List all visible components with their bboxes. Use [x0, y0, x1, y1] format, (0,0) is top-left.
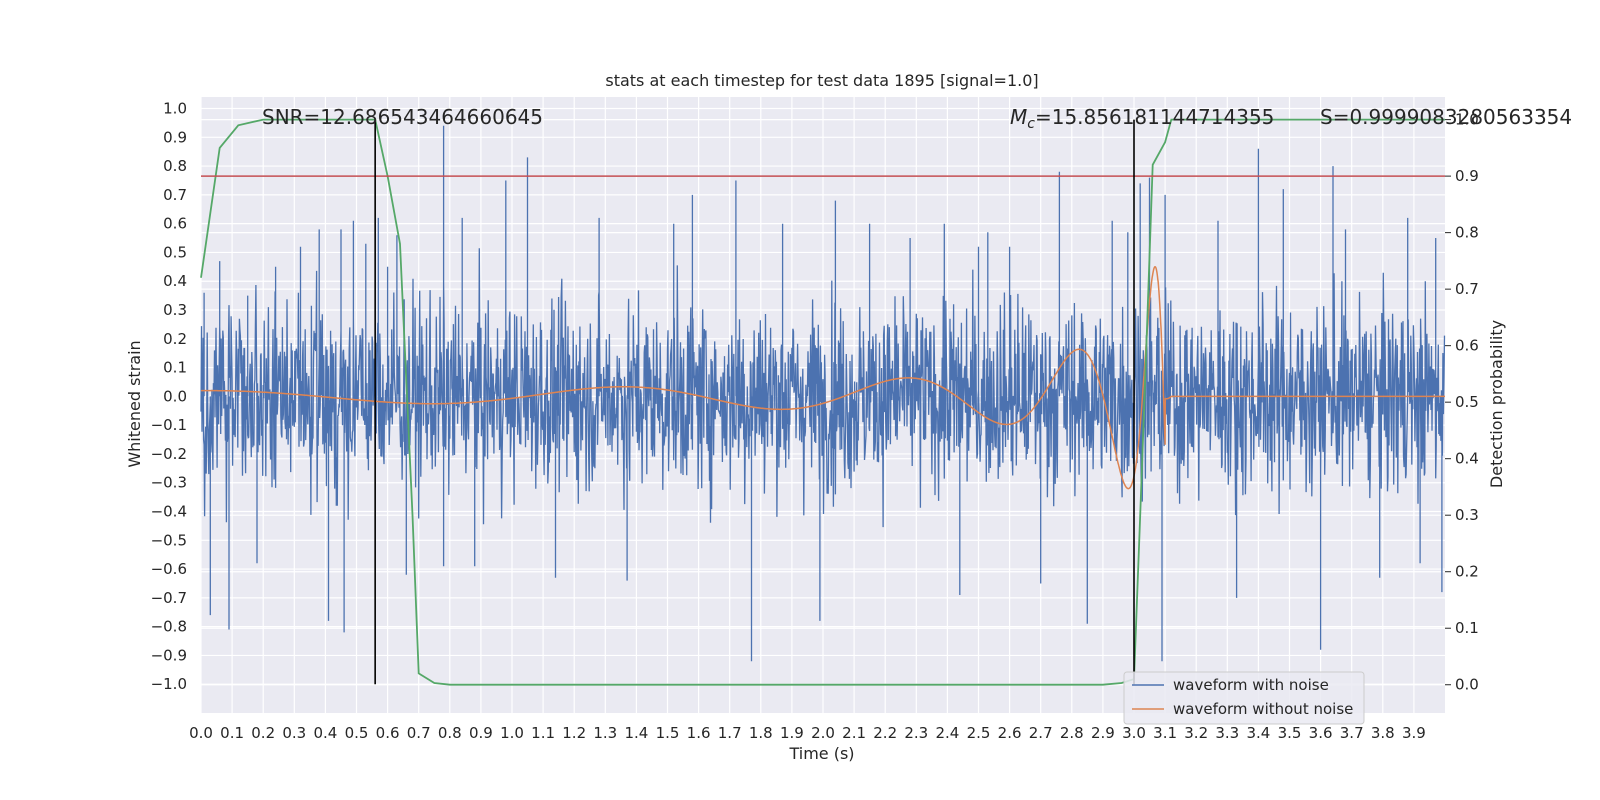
legend-label-clean: waveform without noise — [1173, 700, 1353, 718]
y-tick-label: −0.3 — [151, 474, 187, 492]
legend: waveform with noise waveform without noi… — [1123, 671, 1365, 725]
x-tick-label: 2.8 — [1060, 724, 1084, 742]
y2-tick-label: 0.9 — [1455, 167, 1479, 185]
x-tick-label: 0.8 — [438, 724, 462, 742]
y-tick-label: −0.9 — [151, 646, 187, 664]
y-tick-label: 0.8 — [163, 157, 187, 175]
x-tick-label: 3.4 — [1246, 724, 1270, 742]
y-tick-label: −1.0 — [151, 675, 187, 693]
x-tick-label: 1.5 — [656, 724, 680, 742]
x-tick-label: 1.6 — [687, 724, 711, 742]
y-tick-label: −0.6 — [151, 560, 187, 578]
x-tick-label: 2.5 — [967, 724, 991, 742]
x-axis-label: Time (s) — [788, 744, 854, 763]
y2-tick-label: 0.4 — [1455, 450, 1479, 468]
y-tick-label: −0.5 — [151, 531, 187, 549]
x-tick-label: 1.7 — [718, 724, 742, 742]
x-tick-label: 0.9 — [469, 724, 493, 742]
x-tick-label: 3.1 — [1153, 724, 1177, 742]
x-tick-label: 2.2 — [873, 724, 897, 742]
y2-tick-label: 0.5 — [1455, 393, 1479, 411]
x-tick-label: 1.3 — [593, 724, 617, 742]
x-tick-label: 0.5 — [345, 724, 369, 742]
x-tick-label: 1.0 — [500, 724, 524, 742]
x-tick-label: 3.5 — [1278, 724, 1302, 742]
x-tick-label: 1.1 — [531, 724, 555, 742]
y-tick-label: 0.2 — [163, 330, 187, 348]
y2-tick-label: 1.0 — [1455, 111, 1479, 129]
s-annotation: S=0.9999083280563354 — [1320, 105, 1572, 129]
x-tick-label: 0.6 — [376, 724, 400, 742]
y-tick-label: 0.7 — [163, 186, 187, 204]
y2-tick-label: 0.7 — [1455, 280, 1479, 298]
y2-tick-label: 0.3 — [1455, 506, 1479, 524]
mc-value: =15.856181144714355 — [1035, 105, 1274, 129]
x-tick-label: 2.3 — [904, 724, 928, 742]
x-tick-label: 2.9 — [1091, 724, 1115, 742]
x-tick-label: 1.9 — [780, 724, 804, 742]
x-tick-label: 1.8 — [749, 724, 773, 742]
x-tick-label: 0.1 — [220, 724, 244, 742]
x-tick-label: 2.0 — [811, 724, 835, 742]
y-axis-right: 0.0 0.1 0.2 0.3 0.4 0.5 0.6 0.7 0.8 0.9 1.0 — [1445, 111, 1479, 694]
y2-tick-label: 0.1 — [1455, 619, 1479, 637]
y-tick-label: −0.4 — [151, 503, 187, 521]
series-waveform-without-noise — [201, 266, 1445, 490]
y-axis-label: Whitened strain — [125, 340, 144, 467]
y2-axis-label: Detection probability — [1487, 320, 1506, 488]
legend-label-noise: waveform with noise — [1173, 676, 1329, 694]
x-tick-label: 2.6 — [998, 724, 1022, 742]
plot-series — [200, 118, 1446, 686]
x-tick-label: 3.8 — [1371, 724, 1395, 742]
x-tick-label: 0.4 — [313, 724, 337, 742]
x-axis: 0.0 0.1 0.2 0.3 0.4 0.5 0.6 0.7 0.8 0.9 1.0 1.1 1.2 1… — [189, 724, 1426, 742]
chart-title: stats at each timestep for test data 189… — [605, 71, 1038, 90]
mc-annotation: Mc=15.856181144714355 — [1010, 105, 1274, 132]
x-tick-label: 1.4 — [624, 724, 648, 742]
x-tick-label: 2.1 — [842, 724, 866, 742]
y-tick-label: 0.0 — [163, 387, 187, 405]
x-tick-label: 3.6 — [1309, 724, 1333, 742]
x-tick-label: 0.0 — [189, 724, 213, 742]
y-tick-label: −0.2 — [151, 445, 187, 463]
series-detection-probability — [200, 118, 1445, 686]
y-axis-left: 1.0 0.9 0.8 0.7 0.6 0.5 0.4 0.3 0.2 0.1 0.0 −0.1 −0.… — [151, 100, 187, 694]
x-tick-label: 0.2 — [251, 724, 275, 742]
y-tick-label: 0.5 — [163, 243, 187, 261]
series-waveform-with-noise — [200, 125, 1446, 662]
y-tick-label: −0.7 — [151, 589, 187, 607]
x-tick-label: 3.9 — [1402, 724, 1426, 742]
x-tick-label: 3.0 — [1122, 724, 1146, 742]
x-tick-label: 0.3 — [282, 724, 306, 742]
legend-box — [1123, 671, 1365, 725]
y2-tick-label: 0.0 — [1455, 676, 1479, 694]
x-tick-label: 2.4 — [935, 724, 959, 742]
mc-symbol: M — [1010, 105, 1027, 129]
y-tick-label: 1.0 — [163, 100, 187, 118]
y-tick-label: 0.9 — [163, 128, 187, 146]
x-tick-label: 0.7 — [407, 724, 431, 742]
x-tick-label: 2.7 — [1029, 724, 1053, 742]
y-tick-label: 0.4 — [163, 272, 187, 290]
snr-annotation: SNR=12.686543464660645 — [262, 105, 543, 129]
y2-tick-label: 0.2 — [1455, 563, 1479, 581]
y2-tick-label: 0.6 — [1455, 337, 1479, 355]
mc-subscript: c — [1027, 116, 1035, 132]
y-tick-label: −0.1 — [151, 416, 187, 434]
x-tick-label: 3.3 — [1215, 724, 1239, 742]
y2-tick-label: 0.8 — [1455, 224, 1479, 242]
y-tick-label: 0.1 — [163, 359, 187, 377]
x-tick-label: 1.2 — [562, 724, 586, 742]
x-tick-label: 3.7 — [1340, 724, 1364, 742]
y-tick-label: −0.8 — [151, 618, 187, 636]
y-tick-label: 0.6 — [163, 215, 187, 233]
x-tick-label: 3.2 — [1184, 724, 1208, 742]
y-tick-label: 0.3 — [163, 301, 187, 319]
